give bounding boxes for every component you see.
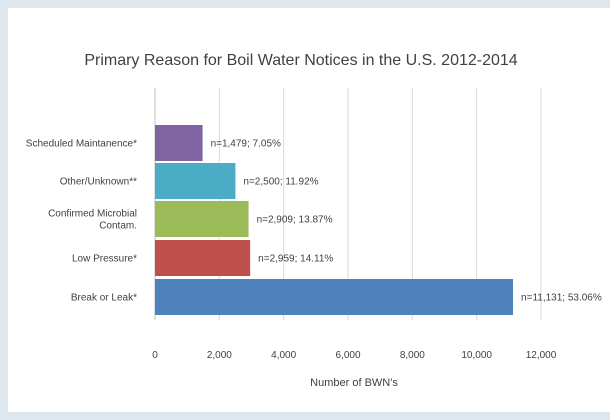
data-label: n=11,131; 53.06%: [521, 293, 602, 304]
category-label: Other/Unknown**: [60, 177, 137, 188]
chart-title: Primary Reason for Boil Water Notices in…: [84, 52, 517, 69]
x-tick-labels: 0 2,000 4,000 6,000 8,000 10,000 12,000: [152, 350, 557, 361]
gridlines: [154, 88, 542, 320]
x-tick-label: 10,000: [461, 350, 492, 361]
bar: [155, 201, 249, 237]
x-axis-title: Number of BWN's: [310, 377, 398, 389]
bar: [155, 125, 203, 161]
bar: [155, 279, 514, 315]
category-label: Scheduled Maintanence*: [26, 139, 137, 150]
data-label: n=2,500; 11.92%: [243, 177, 318, 188]
bar: [155, 163, 236, 199]
x-tick-label: 4,000: [271, 350, 296, 361]
x-tick-label: 6,000: [335, 350, 360, 361]
data-labels: n=1,479; 7.05% n=2,500; 11.92% n=2,909; 13…: [211, 139, 602, 304]
x-tick-label: 2,000: [207, 350, 232, 361]
chart-panel: Primary Reason for Boil Water Notices in…: [8, 8, 610, 412]
data-label: n=2,959; 14.11%: [258, 254, 333, 265]
category-label: Low Pressure*: [72, 254, 137, 265]
bars: [155, 125, 514, 315]
x-tick-label: 8,000: [400, 350, 425, 361]
data-label: n=1,479; 7.05%: [211, 139, 281, 150]
data-label: n=2,909; 13.87%: [257, 215, 333, 226]
category-label: Confirmed Microbial Contam.: [48, 209, 137, 232]
bar: [155, 240, 251, 276]
x-tick-label: 0: [152, 350, 158, 361]
category-labels: Scheduled Maintanence* Other/Unknown** Con…: [26, 139, 137, 304]
category-label: Break or Leak*: [71, 293, 137, 304]
bar-chart: Primary Reason for Boil Water Notices in…: [26, 52, 602, 389]
x-tick-label: 12,000: [526, 350, 557, 361]
